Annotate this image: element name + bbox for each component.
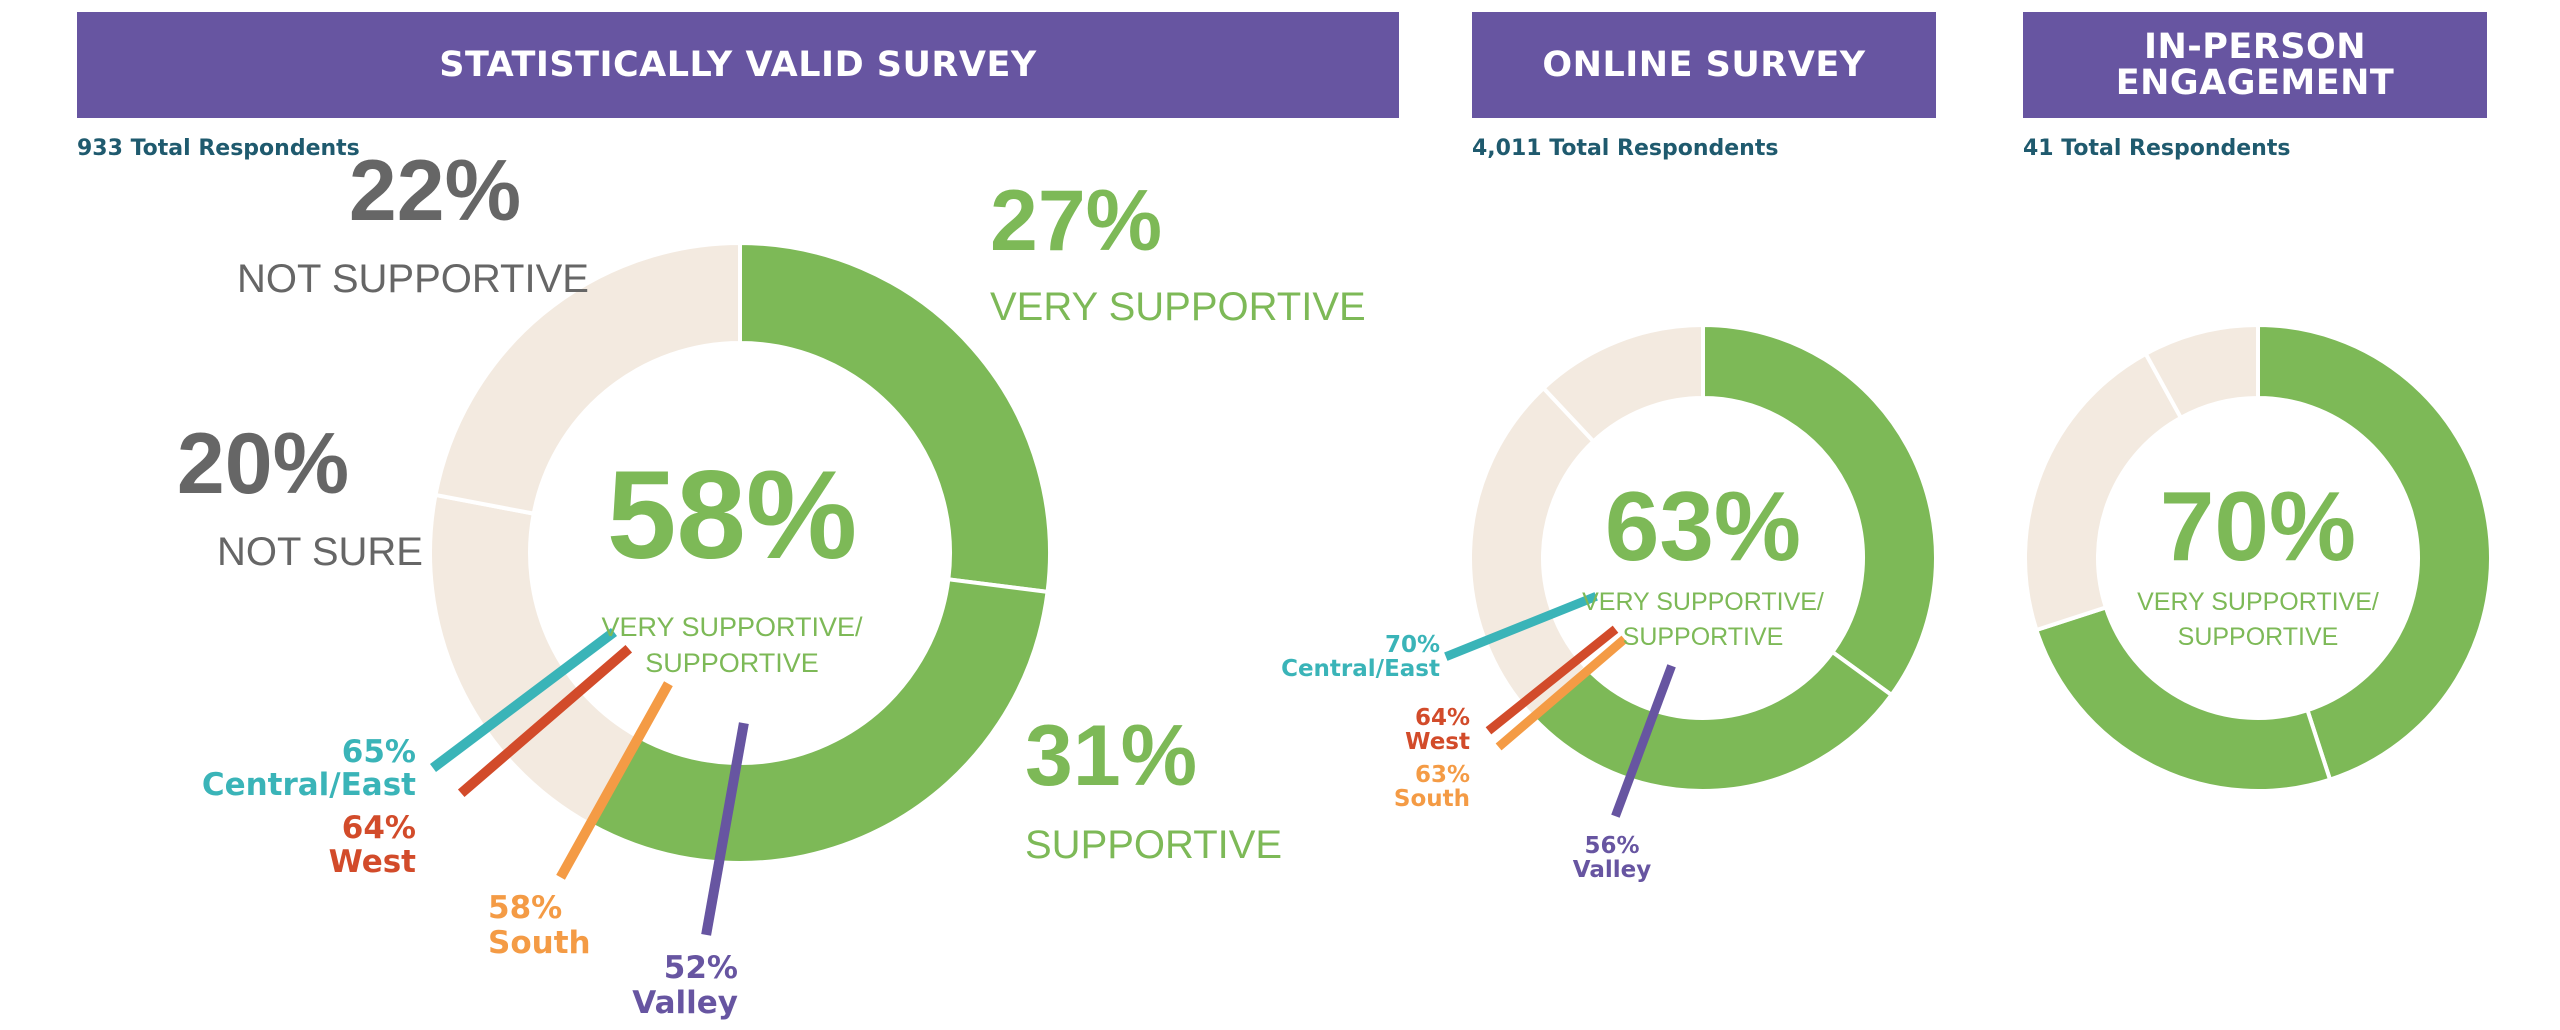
respondents-count: 41 Total Respondents [2023,136,2291,161]
center-value: 63% [1605,471,1801,581]
region-name-valley: Valley [632,985,738,1021]
header-in-person-engagement: IN-PERSON ENGAGEMENT [2023,12,2487,118]
donut-slice-chart-1-2 [587,577,1050,865]
region-value-south: 63% [1415,762,1470,788]
center-value: 58% [607,446,857,585]
slice-name-supportive: SUPPORTIVE [1025,823,1282,867]
donut-slice-chart-2-3 [1468,385,1597,721]
region-value-south: 58% [488,890,562,926]
donut-slice-chart-1-3 [428,492,642,828]
header-title: IN-PERSON ENGAGEMENT [2115,27,2395,103]
respondents-count: 4,011 Total Respondents [1472,136,1779,161]
center-label-line-2: SUPPORTIVE [2178,623,2339,651]
region-value-west: 64% [342,810,416,846]
donut-slice-chart-3-2 [2033,604,2333,793]
chart-1-labels: 22% NOT SUPPORTIVE 20% NOT SURE 27% VERY… [177,143,1366,1021]
donut-slice-chart-1-4 [433,240,742,516]
center-label-line-1: VERY SUPPORTIVE/ [1582,588,1824,616]
region-name-valley: Valley [1573,857,1651,883]
header-statistically-valid-survey: STATISTICALLY VALID SURVEY [77,12,1399,118]
slice-label-22-pct: 22% [349,143,521,239]
region-name-central-east: Central/East [202,767,416,803]
donut-slice-chart-3-4 [2143,322,2260,421]
region-name-west: West [329,844,417,880]
slice-label-31-pct: 31% [1025,708,1197,804]
center-label-line-2: SUPPORTIVE [645,648,819,678]
region-line-central-east [429,627,618,773]
region-value-central-east: 70% [1385,632,1440,658]
region-line-west [457,644,633,798]
region-line-west [1485,625,1619,735]
region-name-central-east: Central/East [1281,656,1440,682]
respondents-count: 933 Total Respondents [77,136,360,161]
center-value: 70% [2160,471,2356,581]
center-label-line-2: SUPPORTIVE [1623,623,1784,651]
region-lines-chart-1 [429,627,749,936]
region-line-valley [1611,664,1676,818]
region-value-central-east: 65% [342,734,416,770]
region-value-valley: 52% [664,950,738,986]
region-name-west: West [1405,729,1470,755]
region-line-central-east [1444,592,1598,661]
region-name-south: South [488,925,591,961]
header-title: STATISTICALLY VALID SURVEY [439,45,1037,85]
center-label-line-1: VERY SUPPORTIVE/ [2137,588,2379,616]
region-lines-chart-2 [1444,592,1676,818]
slice-name-not-sure: NOT SURE [217,530,423,574]
header-title: ONLINE SURVEY [1542,45,1866,85]
chart-3-labels: 70% VERY SUPPORTIVE/ SUPPORTIVE [2137,471,2379,651]
chart-2-labels: 63% VERY SUPPORTIVE/ SUPPORTIVE 70% Cent… [1281,471,1824,883]
donut-rings [428,240,2493,865]
slice-label-20-pct: 20% [177,416,349,512]
slice-name-not-supportive: NOT SUPPORTIVE [237,257,589,301]
region-line-valley [701,722,749,936]
slice-name-very-supportive: VERY SUPPORTIVE [990,285,1366,329]
donut-slice-chart-3-1 [2256,322,2493,783]
region-name-south: South [1394,786,1470,812]
slice-label-27-pct: 27% [990,173,1162,269]
center-label-line-1: VERY SUPPORTIVE/ [601,612,863,642]
region-line-south [1495,635,1628,751]
donut-slice-chart-1-1 [738,240,1052,595]
donut-slice-chart-2-2 [1530,649,1895,793]
donut-slice-chart-2-1 [1701,322,1938,698]
region-line-south [556,681,673,880]
donut-slice-chart-2-4 [1540,322,1705,445]
header-online-survey: ONLINE SURVEY [1472,12,1936,118]
donut-slice-chart-3-3 [2022,351,2184,633]
region-value-west: 64% [1415,705,1470,731]
region-value-valley: 56% [1584,833,1639,859]
